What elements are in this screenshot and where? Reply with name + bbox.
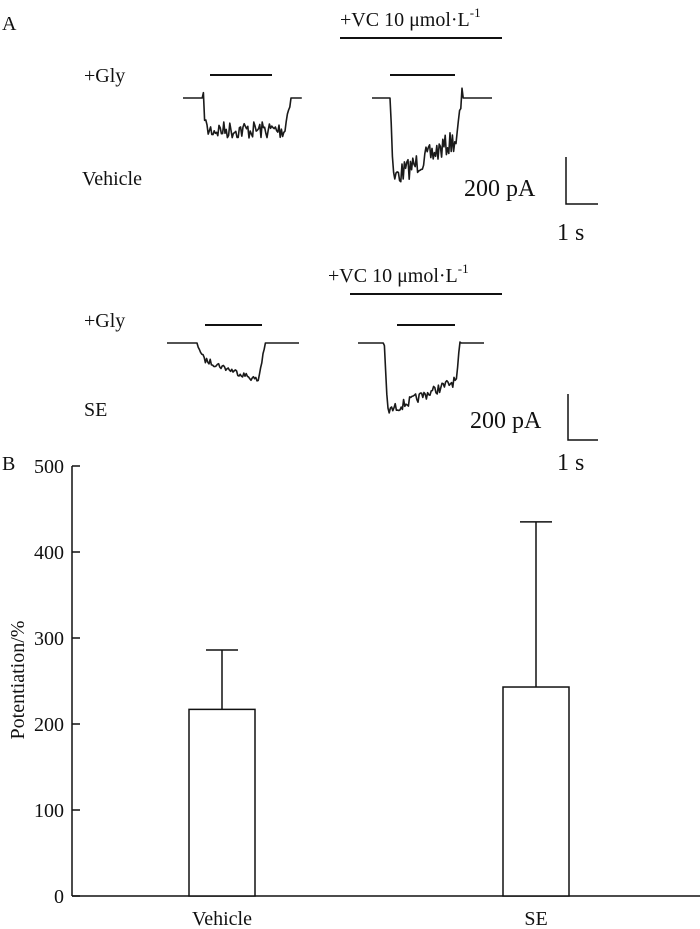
panel-b: B Potentiation/% 0 100 200 300 400 500 Vehicle… [2,453,700,929]
x-tick-label: SE [524,908,547,929]
panel-b-label: B [2,453,15,475]
vc-label-vehicle: +VC 10 μmol·L-1 [340,5,481,31]
current-trace-se-gly-vc [358,341,484,414]
scale-bar-vehicle [565,157,598,205]
scale-time-label-se: 1 s [557,450,584,476]
scale-current-label-vehicle: 200 pA [464,176,536,202]
row-vehicle: +VC 10 μmol·L-1 +Gly Vehicle 200 pA 1 s [82,5,598,246]
condition-label-se: SE [84,399,107,421]
x-tick-label: Vehicle [192,908,252,929]
condition-label-vehicle: Vehicle [82,168,142,190]
bar-chart: Potentiation/% 0 100 200 300 400 500 Vehicle SE [7,456,700,929]
y-tick-label: 300 [34,628,64,650]
y-tick-label: 400 [34,542,64,564]
bar-se [502,686,570,897]
gly-label-vehicle: +Gly [84,65,125,87]
current-trace-se-gly [167,342,299,382]
scale-current-label-se: 200 pA [470,408,542,434]
y-tick-label: 100 [34,800,64,822]
current-trace-vehicle-gly [183,91,302,139]
gly-label-se: +Gly [84,310,125,332]
panel-a: A +VC 10 μmol·L-1 +Gly Vehicle 200 pA 1 … [2,5,598,476]
panel-a-label: A [2,13,17,35]
scale-time-label-vehicle: 1 s [557,220,584,246]
y-tick-label: 500 [34,456,64,478]
vc-label-se: +VC 10 μmol·L-1 [328,261,469,287]
scale-bar-se [567,394,598,441]
current-trace-vehicle-gly-vc [372,87,492,183]
y-axis-label: Potentiation/% [7,621,29,740]
bar-vehicle [188,708,256,897]
y-tick-label: 0 [54,886,64,908]
row-se: +VC 10 μmol·L-1 +Gly SE 200 pA 1 s [84,261,598,476]
y-tick-label: 200 [34,714,64,736]
